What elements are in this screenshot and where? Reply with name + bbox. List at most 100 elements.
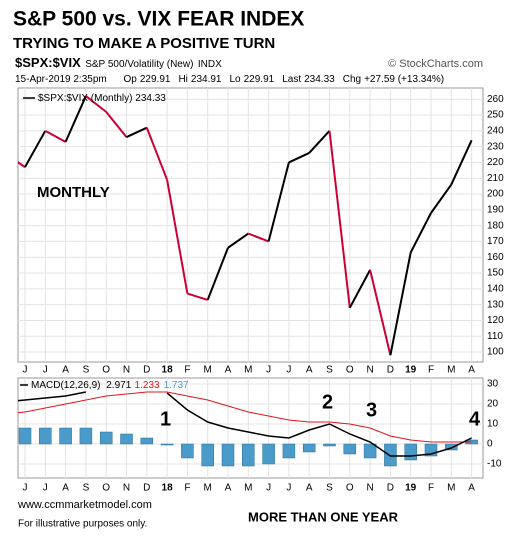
labels: 1001101201301401501601701801902002102202… bbox=[23, 94, 505, 494]
footer: www.ccmmarketmodel.com bbox=[17, 499, 152, 511]
x-tick-label: A bbox=[62, 483, 69, 494]
date: 15-Apr-2019 2:35pm bbox=[15, 74, 107, 85]
y-tick-label: 180 bbox=[487, 220, 504, 231]
x-tick-label: O bbox=[102, 483, 110, 494]
quote-value: 234.33 bbox=[304, 74, 335, 85]
quote-line: 15-Apr-2019 2:35pm Op 229.91 Hi 234.91 Lo 229… bbox=[15, 74, 444, 85]
chart-subtitle: TRYING TO MAKE A POSITIVE TURN bbox=[13, 35, 275, 52]
y-tick-label: 260 bbox=[487, 94, 504, 105]
symbol: $SPX:$VIX bbox=[15, 55, 81, 70]
x-tick-label: A bbox=[225, 365, 232, 376]
histogram-bar bbox=[323, 443, 336, 447]
y-tick-label: 0 bbox=[487, 439, 493, 450]
x-tick-label: J bbox=[43, 365, 48, 376]
x-tick-label: F bbox=[184, 483, 190, 494]
line-segment bbox=[430, 183, 453, 214]
quote-label: Chg bbox=[343, 74, 361, 85]
x-tick-label: A bbox=[468, 483, 475, 494]
x-tick-label: O bbox=[102, 365, 110, 376]
annotation: 3 bbox=[366, 399, 377, 421]
line-segment bbox=[44, 129, 67, 143]
histogram-bar bbox=[201, 443, 214, 467]
macd-name: MACD(12,26,9) bbox=[31, 380, 100, 391]
macd-legend-value: 2.971 bbox=[106, 380, 131, 391]
x-tick-label: J bbox=[23, 365, 28, 376]
line-segment bbox=[450, 139, 473, 185]
main-plot bbox=[18, 95, 473, 356]
line-segment bbox=[409, 212, 432, 253]
x-tick-label: N bbox=[366, 365, 373, 376]
x-tick-label: A bbox=[468, 365, 475, 376]
line-segment bbox=[145, 127, 169, 181]
line-segment bbox=[288, 152, 310, 164]
x-tick-label: O bbox=[346, 365, 354, 376]
histogram-bar bbox=[181, 443, 194, 459]
x-tick-label: A bbox=[62, 365, 69, 376]
y-tick-label: 170 bbox=[487, 236, 504, 247]
x-tick-label: D bbox=[387, 483, 394, 494]
histogram-bar bbox=[59, 427, 72, 445]
line-segment bbox=[247, 232, 269, 243]
line-segment bbox=[348, 269, 371, 309]
x-tick-label: 18 bbox=[162, 483, 174, 494]
line-segment bbox=[267, 162, 290, 242]
macd-line bbox=[18, 391, 472, 457]
signal-line bbox=[18, 391, 472, 443]
x-tick-label: N bbox=[123, 483, 130, 494]
x-tick-label: S bbox=[83, 365, 90, 376]
y-tick-label: 230 bbox=[487, 141, 504, 152]
x-tick-label: N bbox=[123, 365, 130, 376]
line-segment bbox=[187, 292, 208, 301]
line-segment bbox=[105, 111, 128, 138]
quote-value: +27.59 (+13.34%) bbox=[364, 74, 444, 85]
y-tick-label: 190 bbox=[487, 204, 504, 215]
source: © StockCharts.com bbox=[388, 58, 483, 70]
line-segment bbox=[206, 247, 229, 301]
y-tick-label: 110 bbox=[487, 331, 503, 342]
x-tick-label: J bbox=[266, 365, 271, 376]
annotation: MONTHLY bbox=[37, 184, 110, 201]
annotation: 2 bbox=[322, 391, 333, 413]
y-tick-label: 240 bbox=[487, 125, 504, 136]
line-segment bbox=[389, 252, 412, 356]
y-tick-label: 140 bbox=[487, 283, 504, 294]
exchange: INDX bbox=[198, 59, 222, 70]
x-tick-label: M bbox=[447, 483, 455, 494]
y-tick-label: 250 bbox=[487, 110, 504, 121]
histogram-bar bbox=[221, 443, 235, 467]
annotation: MORE THAN ONE YEAR bbox=[248, 509, 399, 524]
histogram-bar bbox=[242, 443, 255, 467]
quote-label: Lo bbox=[230, 74, 242, 85]
line-segment bbox=[308, 130, 331, 154]
annotation: 1 bbox=[160, 408, 171, 430]
line-segment bbox=[328, 130, 351, 308]
x-tick-label: M bbox=[244, 483, 252, 494]
macd-panel bbox=[17, 377, 484, 479]
histogram-bar bbox=[262, 443, 275, 465]
x-tick-label: J bbox=[266, 483, 271, 494]
histogram-bar bbox=[445, 443, 458, 451]
line-segment bbox=[85, 95, 107, 113]
y-tick-label: 30 bbox=[487, 379, 499, 390]
y-tick-label: 100 bbox=[487, 347, 504, 358]
histogram-bar bbox=[363, 443, 377, 459]
histogram-bar bbox=[79, 427, 93, 445]
line-segment bbox=[64, 95, 87, 143]
macd-plot bbox=[18, 391, 478, 467]
x-tick-label: J bbox=[23, 483, 28, 494]
histogram-bar bbox=[282, 443, 296, 459]
footer: For illustrative purposes only. bbox=[18, 519, 147, 530]
x-tick-label: S bbox=[326, 483, 333, 494]
x-tick-label: 19 bbox=[405, 365, 417, 376]
x-tick-label: J bbox=[43, 483, 48, 494]
x-tick-label: 18 bbox=[162, 365, 174, 376]
histogram-bar bbox=[160, 443, 174, 446]
x-tick-label: D bbox=[143, 483, 150, 494]
x-tick-label: M bbox=[204, 483, 212, 494]
line-segment bbox=[126, 126, 148, 139]
x-tick-label: M bbox=[244, 365, 252, 376]
histogram-bar bbox=[302, 443, 316, 453]
x-tick-label: A bbox=[225, 483, 232, 494]
legend-value: 234.33 bbox=[135, 93, 166, 104]
